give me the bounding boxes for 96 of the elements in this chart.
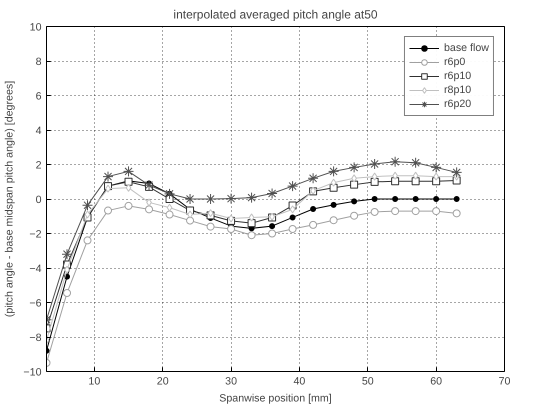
- point: [412, 196, 419, 202]
- x-tick-label: 10: [88, 376, 100, 388]
- point: [370, 178, 379, 186]
- point: [102, 171, 114, 182]
- point: [206, 222, 215, 231]
- point: [248, 213, 254, 222]
- point: [348, 162, 360, 173]
- point: [186, 216, 194, 225]
- point: [391, 207, 400, 216]
- point: [451, 166, 462, 178]
- point: [145, 205, 154, 214]
- point: [287, 180, 298, 192]
- point: [432, 207, 440, 216]
- point: [290, 205, 296, 214]
- point: [166, 204, 172, 212]
- y-tick-label: −2: [29, 228, 42, 240]
- point: [392, 196, 398, 202]
- point: [351, 198, 358, 204]
- x-tick-label: 50: [362, 376, 374, 388]
- point: [268, 230, 276, 238]
- y-axis-title: (pitch angle - base midspan pitch angle) [degrees]: [3, 80, 16, 318]
- x-tick-label: 60: [430, 376, 442, 388]
- point: [105, 184, 111, 193]
- legend-label: r6p10: [444, 69, 472, 83]
- point: [412, 207, 420, 216]
- point: [248, 231, 256, 240]
- point: [430, 162, 442, 173]
- point: [104, 206, 112, 215]
- y-tick-label: −8: [29, 332, 42, 344]
- y-tick-label: 2: [36, 160, 42, 172]
- x-tick-label: 40: [294, 376, 306, 388]
- point: [433, 172, 439, 181]
- x-tick-label: 20: [156, 376, 169, 388]
- point: [412, 177, 420, 186]
- point: [412, 172, 418, 180]
- x-axis-title: Spanwise position [mm]: [219, 392, 332, 404]
- legend-label: r8p10: [444, 83, 472, 97]
- point: [454, 196, 460, 202]
- y-tick-label: −6: [29, 298, 42, 310]
- y-tick-label: −4: [29, 263, 42, 275]
- y-tick-label: 0: [36, 194, 42, 206]
- y-tick-label: 6: [36, 90, 42, 102]
- point: [84, 210, 90, 219]
- point: [390, 156, 401, 168]
- point: [370, 208, 379, 216]
- point: [330, 202, 337, 208]
- point: [227, 225, 236, 234]
- point: [226, 193, 237, 204]
- point: [433, 196, 440, 202]
- y-tick-label: 10: [30, 22, 42, 34]
- point: [64, 266, 70, 274]
- point: [124, 202, 133, 210]
- point: [369, 158, 380, 170]
- point: [123, 166, 134, 177]
- point: [269, 223, 276, 230]
- legend-label: r6p0: [444, 55, 466, 69]
- chart-title: interpolated averaged pitch angle at50: [173, 8, 378, 22]
- point: [144, 180, 155, 191]
- point: [350, 212, 358, 220]
- point: [452, 209, 461, 218]
- point: [372, 172, 378, 181]
- point: [391, 177, 400, 186]
- y-tick-label: 8: [36, 56, 42, 68]
- point: [328, 166, 340, 177]
- point: [330, 216, 338, 224]
- point: [187, 210, 193, 219]
- point: [310, 206, 316, 212]
- point: [309, 220, 318, 229]
- point: [266, 188, 278, 199]
- point: [410, 157, 422, 168]
- legend-label: base flow: [444, 41, 489, 55]
- point: [392, 172, 398, 180]
- point: [350, 180, 358, 189]
- point: [63, 289, 72, 298]
- y-tick-label: 4: [36, 125, 42, 137]
- point: [146, 198, 152, 206]
- x-tick-label: 30: [225, 376, 238, 388]
- point: [308, 172, 319, 184]
- point: [228, 214, 234, 222]
- point: [166, 210, 174, 219]
- point: [82, 200, 94, 211]
- point: [290, 214, 296, 220]
- point: [288, 225, 297, 234]
- point: [330, 184, 338, 192]
- point: [246, 192, 258, 204]
- point: [164, 188, 176, 200]
- point: [372, 196, 378, 202]
- point: [351, 174, 357, 182]
- x-tick-label: 70: [498, 376, 510, 388]
- point: [84, 236, 92, 244]
- point: [248, 219, 256, 228]
- point: [126, 184, 132, 192]
- y-tick-label: −10: [23, 366, 42, 378]
- point: [330, 178, 336, 187]
- point: [62, 248, 73, 260]
- legend-label: r6p20: [444, 97, 472, 111]
